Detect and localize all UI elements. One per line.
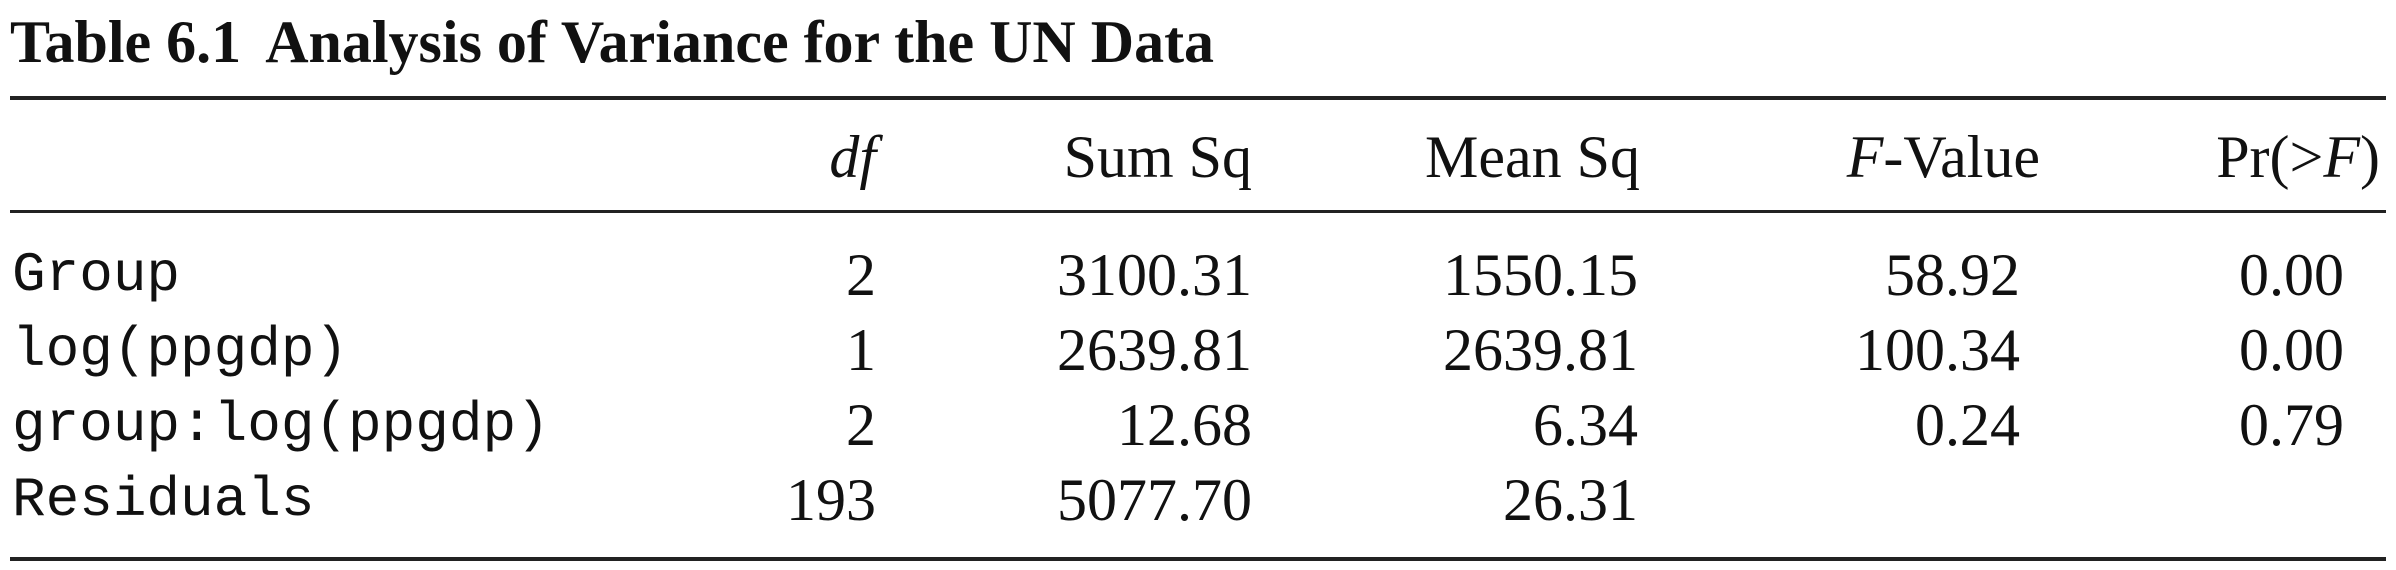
row-group-f-value: 58.92 xyxy=(1885,242,2020,308)
row-log-ppgdp-mean-sq: 2639.81 xyxy=(1443,317,1638,383)
row-term-residuals: Residuals xyxy=(12,468,315,532)
row-group-mean-sq: 1550.15 xyxy=(1443,242,1638,308)
row-residuals-mean-sq: 26.31 xyxy=(1503,467,1638,533)
row-interaction-sum-sq: 12.68 xyxy=(1117,392,1252,458)
header-f-value: F-Value xyxy=(1847,122,2040,192)
header-f-value-italic: F xyxy=(1846,124,1884,190)
header-sum-sq: Sum Sq xyxy=(1063,124,1252,190)
header-pr-f: Pr(>F) xyxy=(2216,122,2380,192)
header-rule xyxy=(10,210,2386,213)
row-interaction-pr: 0.79 xyxy=(2239,392,2344,458)
header-mean-sq: Mean Sq xyxy=(1425,124,1640,190)
row-group-sum-sq: 3100.31 xyxy=(1057,242,1252,308)
row-term-log-ppgdp: log(ppgdp) xyxy=(12,318,349,382)
table-caption: Table 6.1 Analysis of Variance for the UN… xyxy=(10,6,1214,78)
header-pr-italic: F xyxy=(2323,124,2361,190)
header-f-value-rest: -Value xyxy=(1883,124,2040,190)
bottom-rule xyxy=(10,557,2386,561)
row-term-group-log-ppgdp: group:log(ppgdp) xyxy=(12,393,550,457)
row-interaction-df: 2 xyxy=(846,392,876,458)
row-log-ppgdp-sum-sq: 2639.81 xyxy=(1057,317,1252,383)
row-group-pr: 0.00 xyxy=(2239,242,2344,308)
row-interaction-mean-sq: 6.34 xyxy=(1533,392,1638,458)
header-pr-suffix: ) xyxy=(2360,124,2380,190)
header-df: df xyxy=(829,124,876,190)
row-log-ppgdp-f-value: 100.34 xyxy=(1855,317,2020,383)
table-title: Analysis of Variance for the UN Data xyxy=(265,9,1215,75)
row-log-ppgdp-pr: 0.00 xyxy=(2239,317,2344,383)
row-term-group: Group xyxy=(12,243,181,307)
row-group-df: 2 xyxy=(846,242,876,308)
top-rule xyxy=(10,96,2386,100)
row-residuals-sum-sq: 5077.70 xyxy=(1057,467,1252,533)
table-number: Table 6.1 xyxy=(10,9,242,75)
row-interaction-f-value: 0.24 xyxy=(1915,392,2020,458)
row-log-ppgdp-df: 1 xyxy=(846,317,876,383)
row-residuals-df: 193 xyxy=(786,467,876,533)
header-pr-prefix: Pr(> xyxy=(2216,124,2324,190)
